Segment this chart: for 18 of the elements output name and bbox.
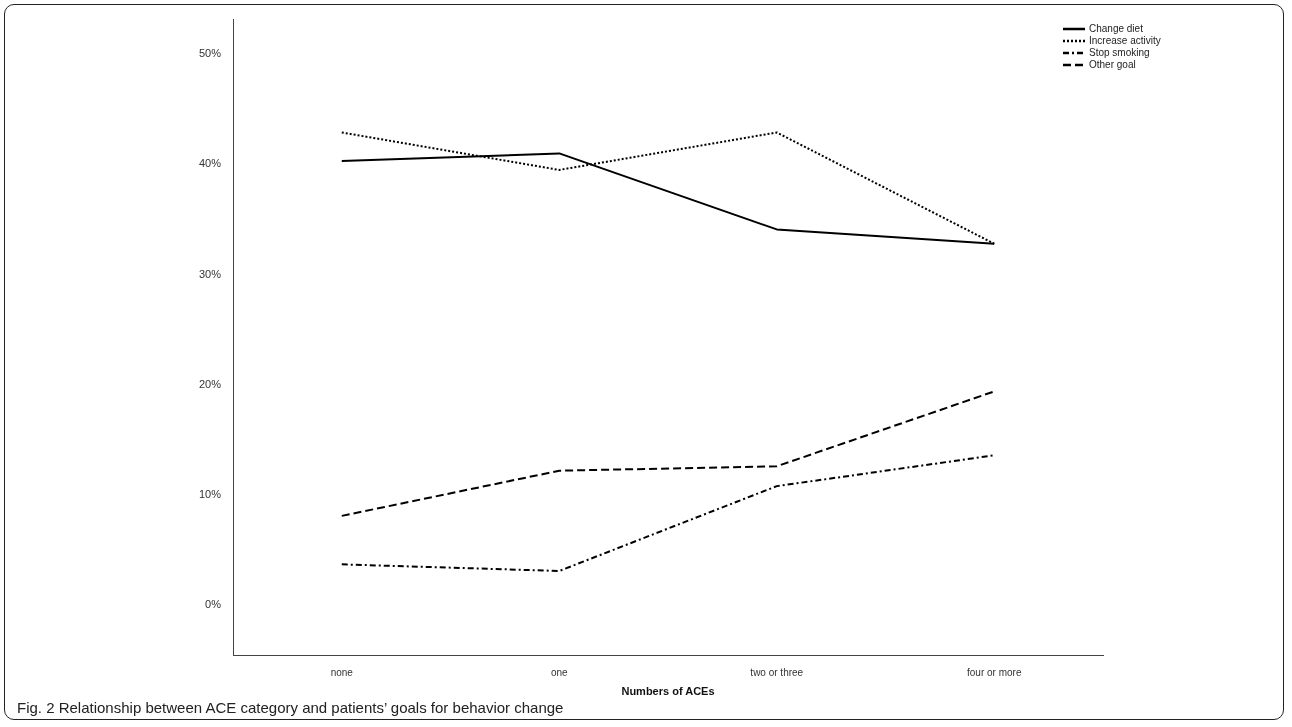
x-tick-label: none [330,666,354,678]
x-tick-label: one [550,666,569,678]
line-series [340,454,996,572]
y-tick-label: 0% [205,598,222,611]
x-axis-title: Numbers of ACEs [621,685,715,698]
x-tick-label: four or more [967,666,1022,678]
y-tick-label: 50% [198,47,222,60]
y-tick-label: 10% [198,487,222,500]
caption: Fig. 2 Relationship between ACE category and patients’ goals for behavior change [17,699,564,716]
y-tick-label: 20% [198,377,222,390]
y-tick-label: 30% [198,267,222,280]
x-tick-label: two or three [750,666,804,678]
legend-label: Stop smoking [1089,46,1150,58]
y-tick-label: 40% [198,157,222,170]
legend-label: Change diet [1089,22,1144,34]
legend-label: Other goal [1089,58,1136,70]
line-series [340,390,996,517]
legend-label: Increase activity [1089,34,1161,46]
